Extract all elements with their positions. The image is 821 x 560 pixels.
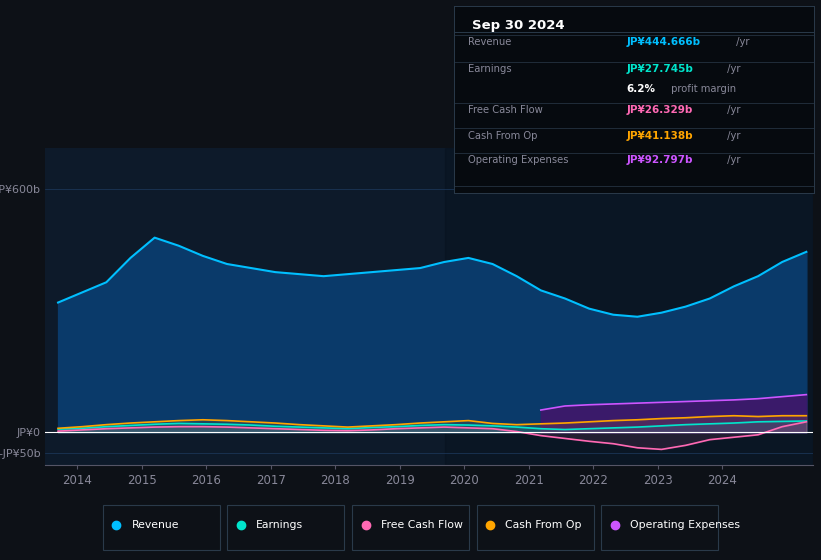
Text: Earnings: Earnings	[469, 64, 512, 74]
Bar	[445, 148, 813, 465]
Text: profit margin: profit margin	[667, 84, 736, 94]
Text: Earnings: Earnings	[256, 520, 303, 530]
FancyBboxPatch shape	[476, 506, 594, 550]
Text: Revenue: Revenue	[469, 37, 511, 47]
FancyBboxPatch shape	[103, 506, 220, 550]
Text: JP¥92.797b: JP¥92.797b	[626, 155, 693, 165]
Text: JP¥27.745b: JP¥27.745b	[626, 64, 694, 74]
Text: /yr: /yr	[724, 105, 741, 115]
Text: /yr: /yr	[724, 155, 741, 165]
Text: Cash From Op: Cash From Op	[469, 130, 538, 141]
Text: 6.2%: 6.2%	[626, 84, 656, 94]
Text: JP¥41.138b: JP¥41.138b	[626, 130, 693, 141]
Text: Sep 30 2024: Sep 30 2024	[472, 18, 565, 32]
Text: Revenue: Revenue	[131, 520, 179, 530]
Text: JP¥26.329b: JP¥26.329b	[626, 105, 693, 115]
FancyBboxPatch shape	[352, 506, 469, 550]
Text: Free Cash Flow: Free Cash Flow	[469, 105, 544, 115]
Text: /yr: /yr	[724, 130, 741, 141]
Text: Cash From Op: Cash From Op	[505, 520, 582, 530]
Text: Operating Expenses: Operating Expenses	[469, 155, 569, 165]
Text: JP¥444.666b: JP¥444.666b	[626, 37, 701, 47]
FancyBboxPatch shape	[601, 506, 718, 550]
Text: Operating Expenses: Operating Expenses	[630, 520, 740, 530]
FancyBboxPatch shape	[227, 506, 345, 550]
Text: /yr: /yr	[733, 37, 750, 47]
Text: /yr: /yr	[724, 64, 741, 74]
Text: Free Cash Flow: Free Cash Flow	[381, 520, 462, 530]
